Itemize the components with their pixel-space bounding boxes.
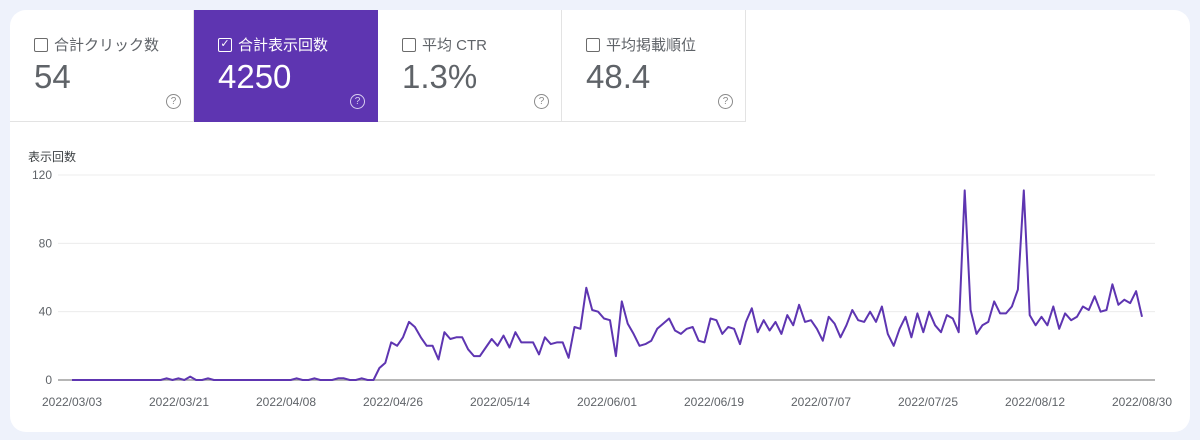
metric-value: 1.3% [402,58,478,95]
x-tick-label: 2022/07/07 [791,395,851,409]
question-circle-icon[interactable]: ? [350,94,365,109]
metric-value: 4250 [218,58,292,95]
question-circle-icon[interactable]: ? [718,94,733,109]
x-tick-label: 2022/04/26 [363,395,423,409]
metric-label: 平均掲載順位 [606,37,697,54]
x-tick-label: 2022/08/12 [1005,395,1065,409]
metric-tile-ctr[interactable]: 平均 CTR 1.3% ? [378,10,562,122]
y-axis-label: 表示回数 [28,150,77,164]
metric-value: 54 [34,58,71,95]
impressions-chart: 0 40 80 120 2022/03/03 2022/03/21 2022/04/08 20… [32,168,1172,409]
checkbox-icon[interactable] [402,37,416,52]
performance-card: 合計クリック数 54 ? ✓ 合計表示回数 4250 ? 平均 CTR 1.3% … [10,10,1190,432]
x-tick-label: 2022/03/03 [42,395,102,409]
metric-tile-clicks[interactable]: 合計クリック数 54 ? [10,10,194,122]
metric-label: 合計表示回数 [238,37,329,54]
metric-label: 平均 CTR [422,37,487,54]
checkbox-checked-icon[interactable]: ✓ [218,37,232,52]
x-tick-label: 2022/03/21 [149,395,209,409]
metric-tile-position[interactable]: 平均掲載順位 48.4 ? [562,10,746,122]
y-tick-label: 120 [32,168,52,182]
question-circle-icon[interactable]: ? [166,94,181,109]
x-tick-label: 2022/07/25 [898,395,958,409]
metric-label: 合計クリック数 [54,37,160,54]
x-tick-label: 2022/04/08 [256,395,316,409]
y-tick-label: 0 [45,373,52,387]
question-circle-icon[interactable]: ? [534,94,549,109]
x-tick-label: 2022/06/01 [577,395,637,409]
y-tick-label: 80 [39,236,53,250]
checkbox-icon[interactable] [34,37,48,52]
metric-tiles: 合計クリック数 54 ? ✓ 合計表示回数 4250 ? 平均 CTR 1.3% … [10,10,746,122]
metric-tile-impressions[interactable]: ✓ 合計表示回数 4250 ? [194,10,378,122]
x-tick-label: 2022/08/30 [1112,395,1172,409]
y-tick-label: 40 [39,305,53,319]
impressions-line [72,189,1143,381]
x-tick-label: 2022/05/14 [470,395,530,409]
metric-value: 48.4 [586,58,651,95]
x-tick-label: 2022/06/19 [684,395,744,409]
checkbox-icon[interactable] [586,37,600,52]
